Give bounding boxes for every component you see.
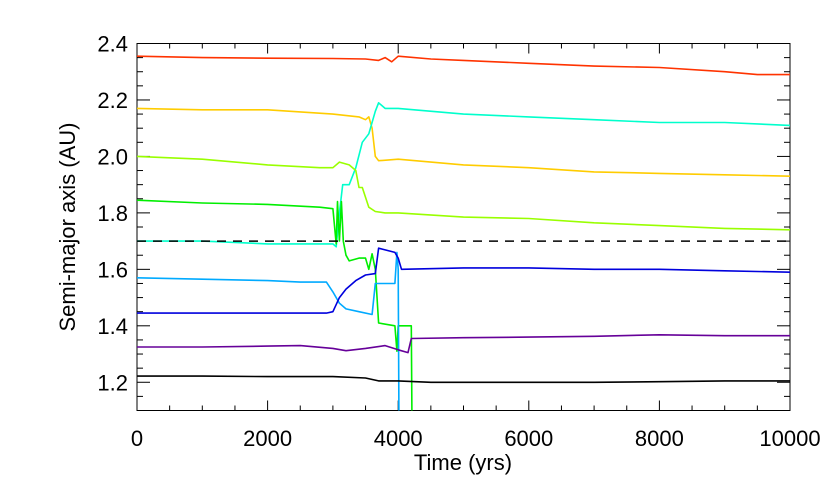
y-tick-labels: 1.2 1.4 1.6 1.8 2.0 2.2 2.4 bbox=[97, 32, 128, 396]
series-line-4 bbox=[136, 155, 791, 231]
series-line-7 bbox=[137, 247, 791, 314]
series-line-9 bbox=[137, 375, 790, 384]
y-tick-label: 1.2 bbox=[97, 370, 128, 395]
y-tick-label: 1.8 bbox=[97, 201, 128, 226]
x-tick-label: 8000 bbox=[635, 426, 684, 451]
x-tick-label: 6000 bbox=[504, 426, 553, 451]
y-tick-label: 2.0 bbox=[97, 144, 128, 169]
x-tick-label: 0 bbox=[131, 426, 143, 451]
x-tick-label: 2000 bbox=[243, 426, 292, 451]
series-line-8 bbox=[137, 333, 790, 354]
y-tick-label: 1.4 bbox=[97, 314, 128, 339]
series-line-1 bbox=[136, 55, 790, 76]
series-group bbox=[136, 55, 791, 411]
x-tick-label: 10000 bbox=[759, 426, 820, 451]
x-axis-label: Time (yrs) bbox=[414, 450, 512, 475]
series-line-3 bbox=[137, 102, 791, 248]
series-line-6 bbox=[136, 251, 400, 411]
y-tick-label: 2.2 bbox=[97, 88, 128, 113]
y-tick-label: 2.4 bbox=[97, 32, 128, 57]
y-axis-label: Semi-major axis (AU) bbox=[55, 122, 80, 331]
x-tick-label: 4000 bbox=[374, 426, 423, 451]
series-line-2 bbox=[136, 107, 791, 177]
y-tick-label: 1.6 bbox=[97, 257, 128, 282]
x-tick-labels: 0 2000 4000 6000 8000 10000 bbox=[131, 426, 821, 451]
ticks bbox=[136, 43, 791, 411]
